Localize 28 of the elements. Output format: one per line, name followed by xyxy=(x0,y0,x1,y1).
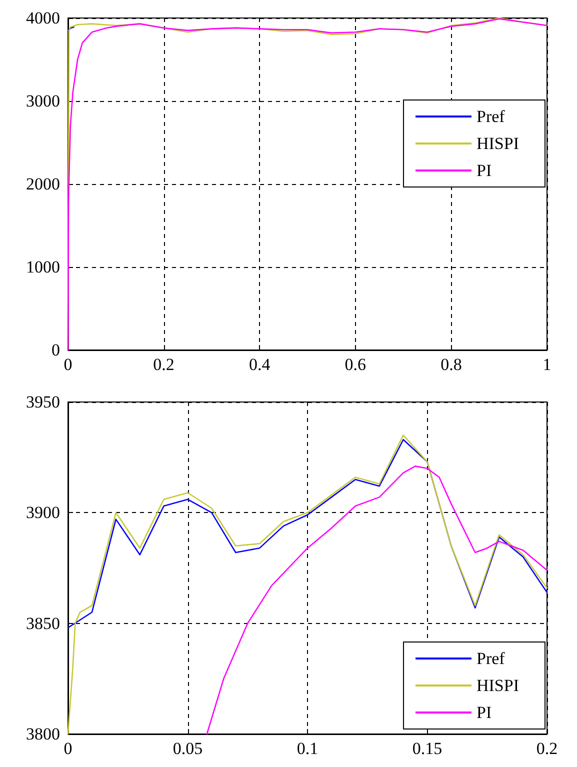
x-tick-label: 0.15 xyxy=(412,739,442,758)
y-tick-label: 3850 xyxy=(26,614,60,633)
y-tick-label: 1000 xyxy=(26,258,60,276)
y-tick-label: 4000 xyxy=(26,8,60,28)
x-tick-label: 0 xyxy=(64,355,72,374)
y-tick-label: 3000 xyxy=(26,92,60,110)
x-tick-label: 0.4 xyxy=(248,355,271,374)
x-tick-label: 0.1 xyxy=(296,739,318,758)
legend-label: PI xyxy=(476,161,492,180)
y-tick-label: 3900 xyxy=(26,503,60,522)
legend-label: HISPI xyxy=(476,134,520,153)
x-tick-label: 0.2 xyxy=(536,739,558,758)
y-tick-label: 3800 xyxy=(26,724,60,744)
x-tick-label: 0.2 xyxy=(153,355,174,374)
line-series xyxy=(67,438,548,628)
legend-label: HISPI xyxy=(476,676,520,695)
y-tick-label: 2000 xyxy=(26,174,60,194)
x-tick-label: 0.6 xyxy=(344,355,366,374)
x-tick-label: 0.8 xyxy=(440,355,462,374)
legend-label: PI xyxy=(476,703,492,722)
legend-label: Pref xyxy=(476,107,506,126)
y-tick-label: 3950 xyxy=(26,392,60,412)
x-tick-label: 0 xyxy=(64,739,72,758)
x-tick-label: 1 xyxy=(542,355,552,374)
x-tick-label: 0.05 xyxy=(172,739,203,758)
line-series xyxy=(206,466,548,735)
y-tick-label: 0 xyxy=(52,340,60,360)
legend-label: Pref xyxy=(476,649,506,668)
